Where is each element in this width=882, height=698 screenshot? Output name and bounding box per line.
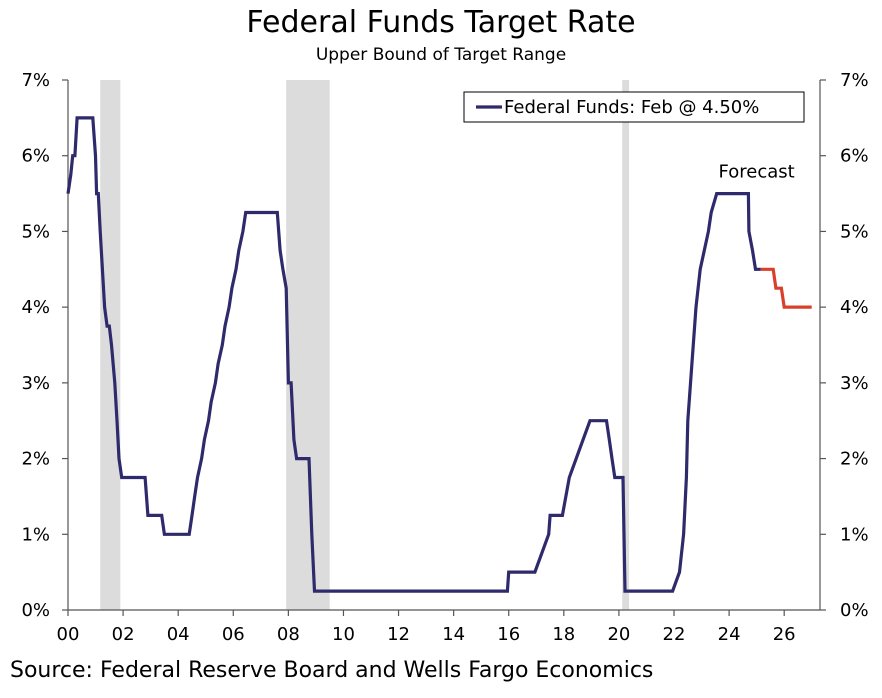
y-tick-label-right: 6% — [840, 146, 869, 167]
y-tick-label-left: 4% — [21, 297, 50, 318]
y-tick-label-right: 4% — [840, 297, 869, 318]
x-tick-label: 18 — [552, 624, 575, 645]
x-tick-label: 06 — [222, 624, 245, 645]
x-tick-label: 26 — [773, 624, 796, 645]
legend-box — [463, 91, 805, 123]
y-tick-label-left: 0% — [21, 600, 50, 621]
chart-title: Federal Funds Target Rate — [246, 5, 636, 40]
x-tick-label: 10 — [332, 624, 355, 645]
chart-subtitle: Upper Bound of Target Range — [315, 45, 567, 65]
y-tick-label-left: 5% — [21, 221, 50, 242]
x-tick-label: 02 — [112, 624, 135, 645]
y-tick-label-left: 2% — [21, 449, 50, 470]
y-tick-label-left: 3% — [21, 373, 50, 394]
recession-band-2 — [622, 80, 630, 610]
x-tick-label: 24 — [718, 624, 741, 645]
x-tick-label: 12 — [387, 624, 410, 645]
x-tick-label: 04 — [167, 624, 190, 645]
y-tick-label-right: 3% — [840, 373, 869, 394]
x-tick-label: 00 — [57, 624, 80, 645]
x-tick-label: 20 — [607, 624, 630, 645]
x-tick-label: 08 — [277, 624, 300, 645]
y-tick-label-right: 5% — [840, 221, 869, 242]
series-line-forecast — [760, 267, 812, 309]
y-tick-label-left: 1% — [21, 524, 50, 545]
x-tick-label: 22 — [663, 624, 686, 645]
y-tick-label-left: 7% — [21, 70, 50, 91]
x-tick-label: 14 — [442, 624, 465, 645]
legend-label: Federal Funds: Feb @ 4.50% — [504, 97, 759, 118]
x-tick-label: 16 — [497, 624, 520, 645]
y-tick-label-left: 6% — [21, 146, 50, 167]
y-tick-label-right: 0% — [840, 600, 869, 621]
recession-band-1 — [286, 80, 330, 610]
y-tick-label-right: 2% — [840, 449, 869, 470]
source-note: Source: Federal Reserve Board and Wells … — [10, 658, 654, 683]
y-tick-label-right: 1% — [840, 524, 869, 545]
series-line-federal-funds — [66, 116, 761, 593]
y-tick-label-right: 7% — [840, 70, 869, 91]
forecast-annotation: Forecast — [719, 162, 795, 183]
